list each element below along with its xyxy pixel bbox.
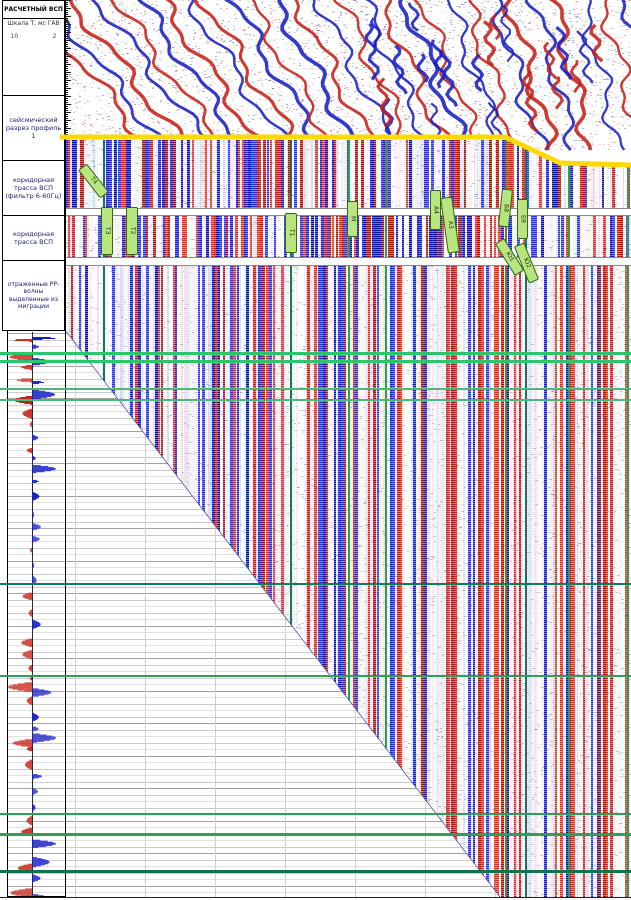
panel-separator-line bbox=[65, 257, 631, 258]
horizon-flag-label: А4 bbox=[432, 206, 440, 214]
green-horizon-line bbox=[0, 360, 631, 363]
green-horizon-line bbox=[0, 399, 631, 401]
sidebar-panel-label-corridor-filtered: коридорная трасса ВСП (фильтр 6-60Гц) bbox=[2, 160, 65, 216]
scale-label: Шкала Т, мс ГАВ bbox=[7, 20, 60, 27]
panel-separator-line bbox=[65, 265, 631, 266]
scale-tick-right: 2 bbox=[52, 32, 57, 40]
green-horizon-line bbox=[0, 583, 631, 585]
horizon-flag: Т2 bbox=[126, 207, 138, 255]
scale-ticks: 10 2 bbox=[10, 33, 56, 41]
reference-wiggle-trace-canvas bbox=[7, 330, 66, 897]
main-panel-left-border bbox=[65, 0, 66, 897]
green-horizon-line bbox=[0, 388, 631, 390]
horizon-flag-label: Т3 bbox=[104, 227, 111, 235]
horizon-flag-label: Ю2 bbox=[521, 256, 533, 269]
horizon-flag: Т3 bbox=[101, 207, 113, 255]
horizon-flag-label: Т4 bbox=[88, 175, 99, 186]
horizon-flag: М bbox=[347, 201, 358, 237]
horizon-flag-label: Б8 bbox=[502, 203, 510, 213]
green-horizon-line bbox=[0, 833, 631, 836]
yellow-horizon-line bbox=[60, 134, 631, 168]
sidebar-scale-box: Шкала Т, мс ГАВ 10 2 bbox=[2, 18, 65, 96]
horizon-flag-label: М bbox=[349, 216, 357, 222]
bottom-border-line bbox=[0, 897, 631, 898]
green-horizon-line bbox=[0, 870, 631, 873]
green-horizon-line bbox=[0, 352, 631, 355]
sidebar-panel-label-seismic-section: сейсмический разрез профиль 1 bbox=[2, 95, 65, 161]
sidebar-panel-label-corridor: коридорная трасса ВСП bbox=[2, 215, 65, 261]
sidebar-header: РАСЧЕТНЫЙ ВСП bbox=[2, 0, 65, 19]
horizon-flag-label: Т1 bbox=[288, 229, 295, 237]
horizon-flag: Т1 bbox=[285, 213, 297, 253]
horizon-flag-label: А3 bbox=[446, 220, 455, 230]
horizon-flag-label: Ю1 bbox=[504, 250, 516, 263]
green-horizon-line bbox=[0, 813, 631, 815]
horizon-flag: Б9 bbox=[517, 199, 528, 239]
scale-tick-left: 10 bbox=[10, 32, 19, 40]
horizon-flag-label: Т2 bbox=[129, 227, 136, 235]
sidebar-panel-label-pp-waves: отраженные РР-волны выделенные из миграц… bbox=[2, 260, 65, 331]
green-horizon-line bbox=[0, 675, 631, 677]
pp-reflections-canvas bbox=[65, 266, 631, 897]
horizon-flag: А4 bbox=[430, 190, 441, 230]
horizon-flag-label: Б9 bbox=[519, 215, 527, 223]
